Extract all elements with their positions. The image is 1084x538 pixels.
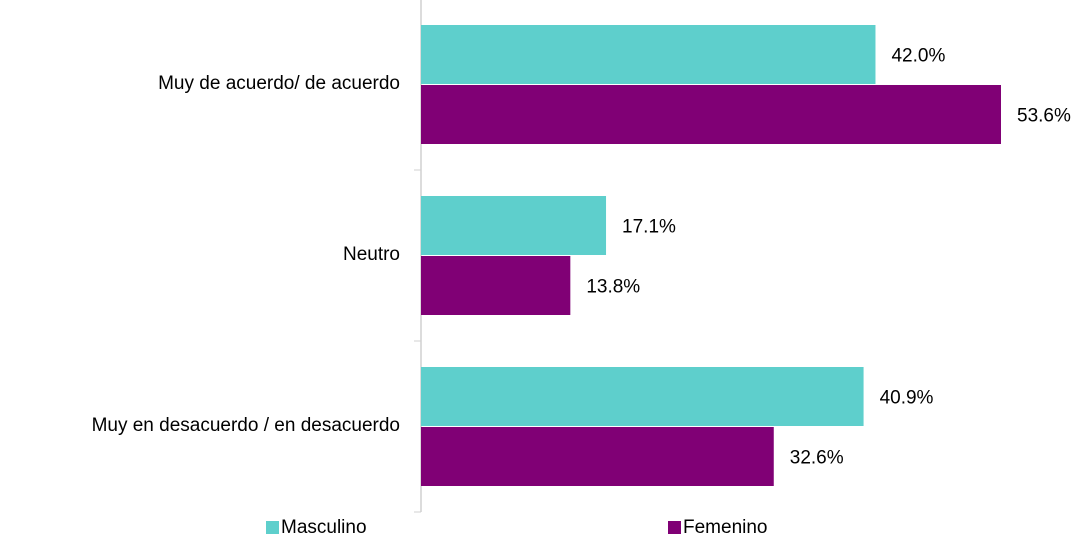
legend-label: Femenino [683, 517, 768, 538]
legend-label: Masculino [281, 517, 367, 538]
legend-swatch [668, 521, 681, 534]
bar [421, 85, 1001, 144]
bar [421, 367, 864, 426]
legend-swatch [266, 521, 279, 534]
value-label: 40.9% [880, 388, 934, 409]
value-label: 13.8% [586, 277, 640, 298]
value-label: 42.0% [891, 46, 945, 67]
bar [421, 196, 607, 255]
category-label: Neutro [343, 244, 400, 265]
bar [421, 256, 571, 315]
category-label: Muy de acuerdo/ de acuerdo [158, 73, 400, 94]
value-label: 53.6% [1017, 106, 1071, 127]
bar [421, 427, 774, 486]
value-label: 32.6% [790, 448, 844, 469]
value-label: 17.1% [622, 217, 676, 238]
category-label: Muy en desacuerdo / en desacuerdo [92, 415, 400, 436]
bar [421, 25, 876, 84]
